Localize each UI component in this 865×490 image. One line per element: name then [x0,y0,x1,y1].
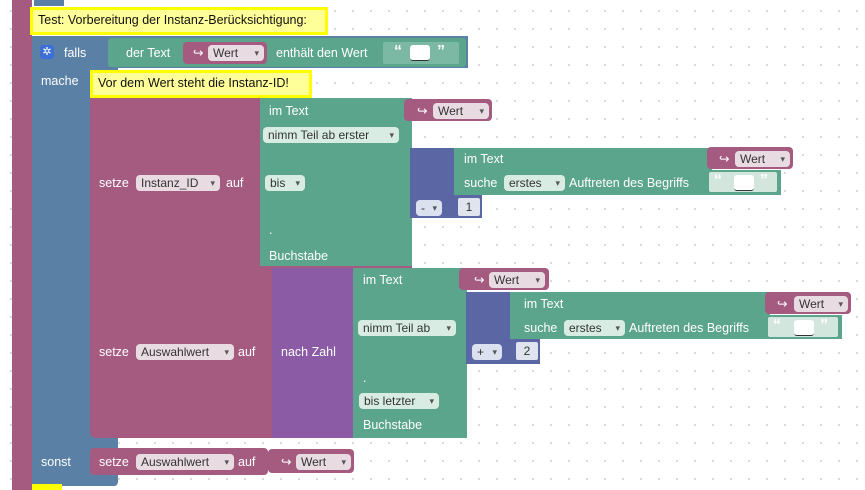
open-quote-icon: “ [714,172,722,189]
auf-label: auf [238,345,256,359]
gear-icon[interactable]: ✲ [40,45,54,59]
sonst-label: sonst [41,455,71,469]
open-quote-icon: “ [394,43,402,60]
occurrence-dropdown[interactable]: erstes [564,320,625,336]
text-indexof-block[interactable] [454,148,712,195]
setze-label: setze [99,345,129,359]
variable-dropdown[interactable]: Instanz_ID [136,175,220,191]
comment-inner[interactable]: Vor dem Wert steht die Instanz-ID! [90,70,312,98]
auf-label: auf [238,455,256,469]
text-substring-block[interactable] [353,268,467,438]
empty-string-field[interactable] [794,320,814,336]
substring-mode-dropdown[interactable]: nimm Teil ab [358,320,456,336]
variable-dropdown[interactable]: Wert [794,296,848,312]
im-text-label: im Text [269,104,309,118]
variable-dropdown[interactable]: Wert [208,45,264,61]
substring-end-dropdown[interactable]: bis letzter [359,393,439,409]
suche-label: suche [464,176,498,190]
variable-dropdown[interactable]: Auswahlwert [136,454,234,470]
arrow-icon: ↪ [193,46,204,60]
setze-label: setze [99,455,129,469]
top-connector [34,0,64,6]
event-block-frame [12,0,32,490]
variable-dropdown[interactable]: Wert [433,103,489,119]
buchstabe-label: Buchstabe [363,418,423,432]
mache-label: mache [41,74,79,88]
number-field[interactable]: 2 [516,342,538,360]
im-text-label: im Text [524,297,564,311]
substring-mode-dropdown[interactable]: nimm Teil ab erster [263,127,399,143]
falls-label: falls [64,46,87,60]
suche-label: suche [524,321,558,335]
contains-label: enthält den Wert [276,46,368,60]
math-op-dropdown[interactable]: + [472,344,502,360]
close-quote-icon: ” [820,317,828,334]
arrow-icon: ↪ [777,297,788,311]
setze-label: setze [99,176,129,190]
text-indexof-block[interactable] [510,292,770,339]
der-text-label: der Text [126,46,171,60]
auftreten-label: Auftreten des Begriffs [569,176,689,190]
occurrence-dropdown[interactable]: erstes [504,175,565,191]
dot-label: . [269,223,273,237]
open-quote-icon: “ [773,317,781,334]
nach-zahl-label: nach Zahl [281,345,336,359]
close-quote-icon: ” [437,43,445,60]
number-field[interactable]: 1 [458,198,480,216]
arrow-icon: ↪ [719,152,730,166]
substring-bis-dropdown[interactable]: bis [265,175,305,191]
empty-string-field[interactable] [410,45,430,61]
variable-dropdown[interactable]: Wert [735,151,790,167]
variable-dropdown[interactable]: Wert [296,454,351,470]
comment-top[interactable]: Test: Vorbereitung der Instanz-Berücksic… [30,7,328,35]
dot-label: . [363,371,367,385]
arrow-icon: ↪ [417,104,428,118]
auftreten-label: Auftreten des Begriffs [629,321,749,335]
auf-label: auf [226,176,244,190]
im-text-label: im Text [363,273,403,287]
math-op-dropdown[interactable]: - [416,200,442,216]
variable-dropdown[interactable]: Wert [489,272,545,288]
convert-number-block[interactable] [272,268,356,438]
close-quote-icon: ” [760,172,768,189]
bottom-connector-yellow [32,484,62,490]
arrow-icon: ↪ [281,455,292,469]
im-text-label: im Text [464,152,504,166]
variable-dropdown[interactable]: Auswahlwert [136,344,234,360]
buchstabe-label: Buchstabe [269,249,329,263]
arrow-icon: ↪ [474,273,485,287]
empty-string-field[interactable] [734,175,754,191]
